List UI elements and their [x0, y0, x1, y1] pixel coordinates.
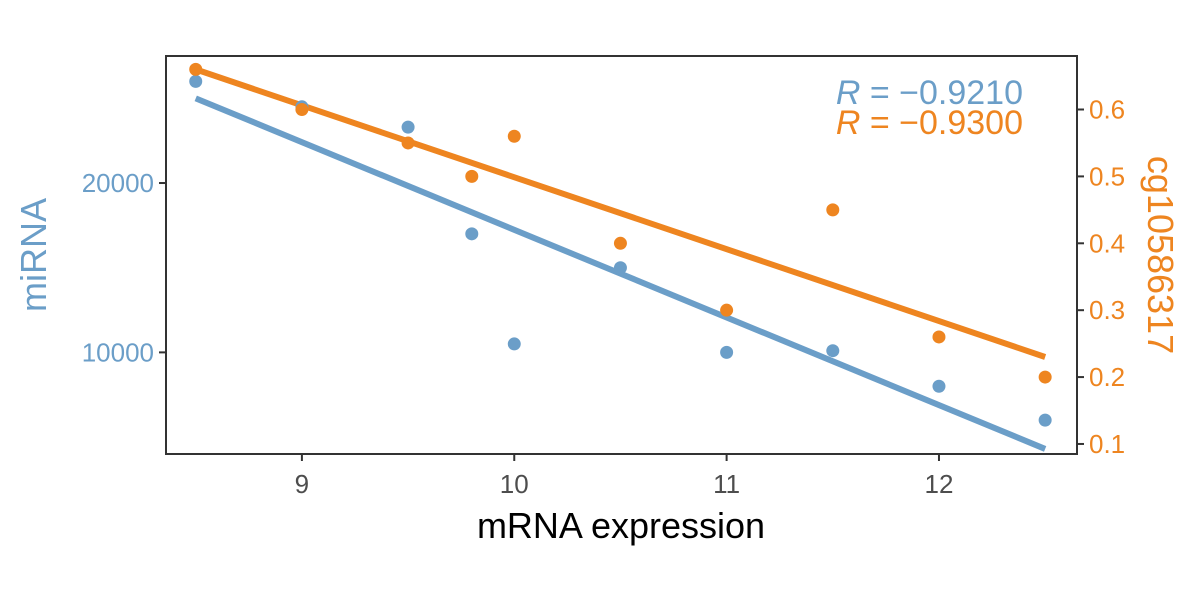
data-point-cpg-2: [401, 136, 415, 150]
y-axis-title-right: cg10586317: [1140, 156, 1181, 354]
data-point-mirna-9: [1038, 413, 1052, 427]
x-axis-title: mRNA expression: [477, 505, 765, 546]
y-tick-label-right: 0.3: [1089, 295, 1125, 325]
data-point-cpg-6: [720, 303, 734, 317]
data-point-mirna-7: [826, 344, 840, 358]
y-tick-label-right: 0.2: [1089, 362, 1125, 392]
fit-line-cpg: [194, 66, 1047, 360]
data-point-mirna-6: [720, 345, 734, 359]
correlation-label-mirna: R = −0.9210: [836, 74, 1023, 112]
data-point-mirna-4: [507, 337, 521, 351]
data-point-cpg-4: [507, 129, 521, 143]
data-point-mirna-3: [465, 227, 479, 241]
y-tick-label-right: 0.6: [1089, 95, 1125, 125]
data-point-cpg-0: [189, 62, 203, 76]
x-tick-label: 9: [295, 469, 309, 499]
correlation-label-cpg: R = −0.9300: [836, 104, 1023, 142]
y-tick-label-right: 0.4: [1089, 228, 1125, 258]
plot-panel: [165, 55, 1078, 455]
y-tick-label-right: 0.1: [1089, 429, 1125, 459]
data-point-mirna-2: [401, 120, 415, 134]
data-point-mirna-8: [932, 379, 946, 393]
data-point-mirna-5: [613, 261, 627, 275]
data-point-cpg-7: [826, 203, 840, 217]
data-point-cpg-5: [613, 236, 627, 250]
data-point-cpg-3: [465, 169, 479, 183]
data-point-cpg-9: [1038, 370, 1052, 384]
x-tick-label: 12: [925, 469, 954, 499]
y-tick-label-right: 0.5: [1089, 161, 1125, 191]
x-tick-label: 10: [500, 469, 529, 499]
x-tick-label: 11: [713, 469, 740, 499]
data-point-mirna-0: [189, 74, 203, 88]
y-tick-label-left: 10000: [82, 337, 154, 367]
y-axis-title-left: miRNA: [13, 198, 54, 312]
data-point-cpg-1: [295, 103, 309, 117]
data-point-cpg-8: [932, 330, 946, 344]
y-tick-label-left: 20000: [82, 168, 154, 198]
